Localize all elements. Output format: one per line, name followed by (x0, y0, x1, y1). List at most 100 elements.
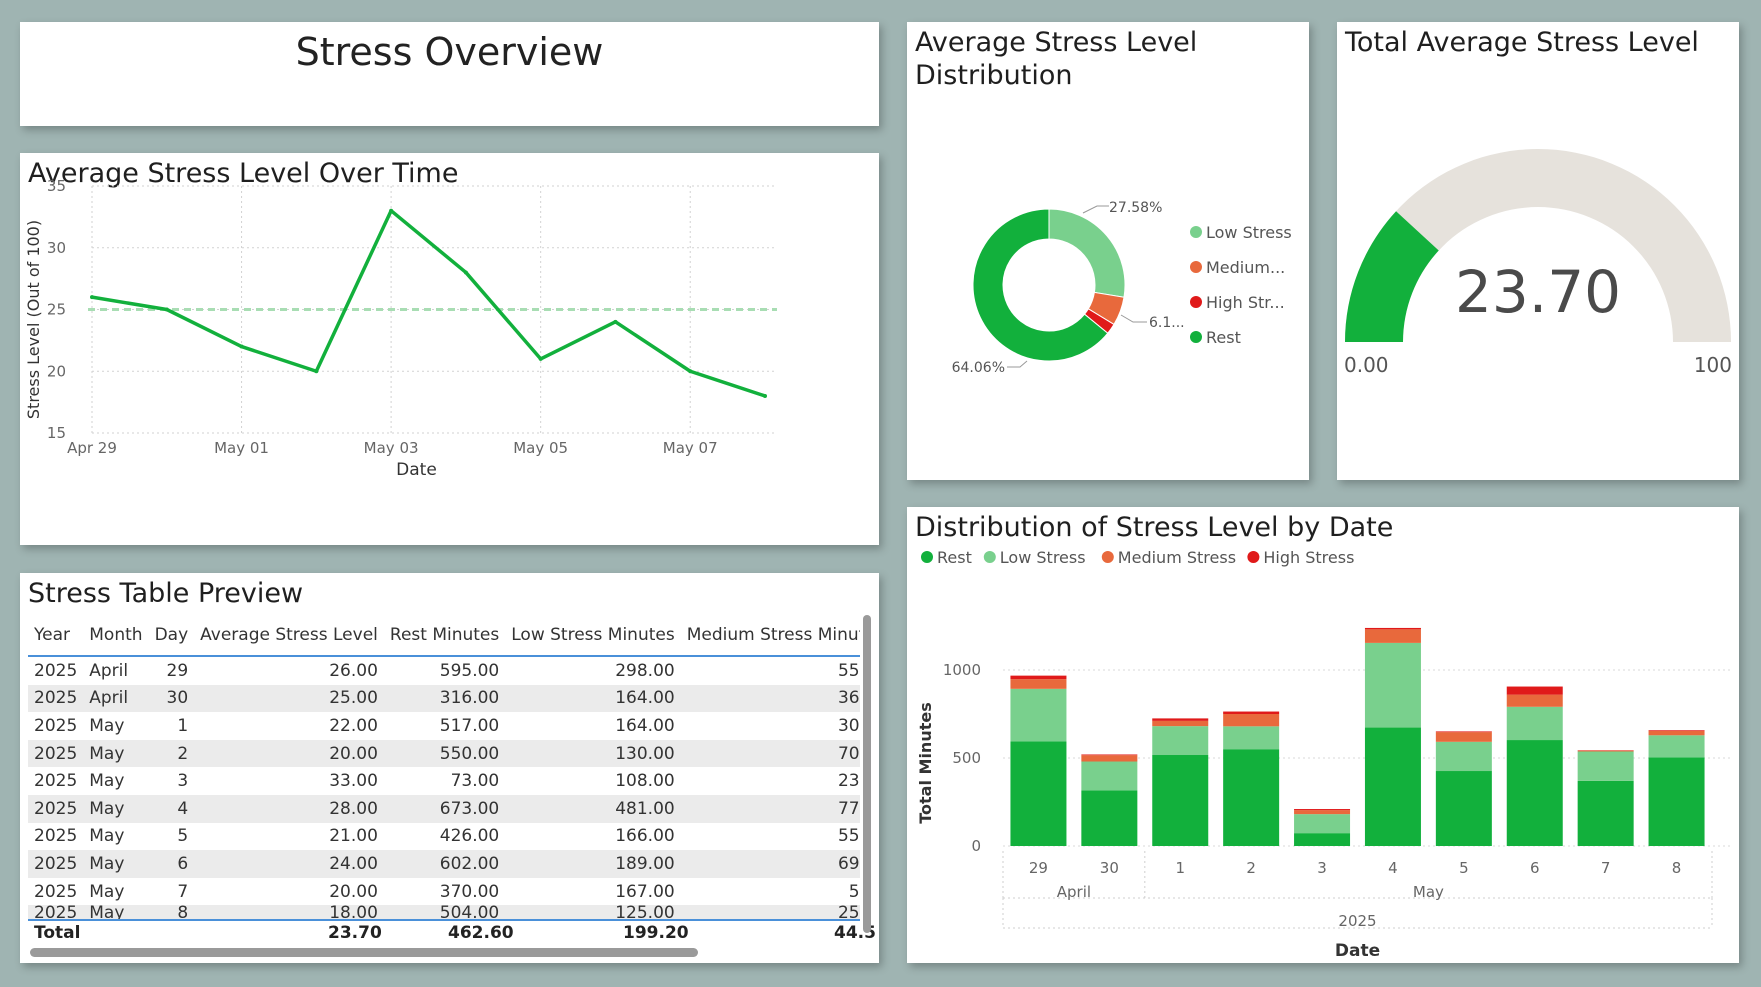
bar-segment[interactable] (1010, 679, 1067, 689)
bar-segment[interactable] (1364, 727, 1421, 846)
donut-legend-label[interactable]: Medium... (1206, 258, 1285, 277)
bar-segment[interactable] (1294, 833, 1351, 846)
bar-segment[interactable] (1010, 741, 1067, 846)
donut-legend-label[interactable]: High Str... (1206, 293, 1285, 312)
table-column-header[interactable]: Year (28, 615, 84, 657)
bar-segment[interactable] (1081, 790, 1138, 846)
bar-x-tick: 8 (1672, 859, 1682, 877)
bar-segment[interactable] (1152, 720, 1209, 727)
table-cell: 189.00 (505, 850, 681, 878)
table-viewport[interactable]: Year Month Day Average Stress Level Rest Min… (28, 615, 860, 935)
donut-slice[interactable] (1048, 208, 1126, 298)
gauge-chart[interactable]: 23.70 0.00 100 (1337, 22, 1739, 480)
bar-legend-marker (1247, 551, 1260, 563)
line-point[interactable] (164, 307, 169, 312)
line-point[interactable] (613, 319, 618, 324)
bar-segment[interactable] (1081, 761, 1138, 791)
bar-legend-label[interactable]: Rest (937, 548, 972, 567)
table-column-header[interactable]: Rest Minutes (383, 615, 506, 657)
table-column-header[interactable]: Month (83, 615, 149, 657)
table-cell: 30 (148, 684, 195, 713)
donut-label-small: 6.1... (1149, 315, 1185, 331)
table-cell: May (83, 905, 149, 922)
line-point[interactable] (239, 344, 244, 349)
table-cell: 108.00 (505, 767, 681, 795)
line-chart[interactable]: 15 20 25 30 35 Apr 29 May 01 May 03 May 05 May 07… (20, 153, 879, 545)
bar-chart[interactable]: Rest Low Stress Medium Stress High Stress 0 5… (907, 507, 1739, 963)
bar-segment[interactable] (1152, 718, 1209, 721)
bar-segment[interactable] (1648, 757, 1705, 846)
line-series-stress[interactable] (91, 208, 766, 398)
bar-segment[interactable] (1648, 735, 1705, 758)
bar-x-tick: 30 (1100, 859, 1119, 877)
bar-segment[interactable] (1223, 711, 1280, 714)
bar-segment[interactable] (1294, 814, 1351, 834)
line-point[interactable] (538, 356, 543, 361)
bar-segment[interactable] (1364, 642, 1421, 728)
table-column-header[interactable]: Day (148, 615, 195, 657)
bar-segment[interactable] (1294, 810, 1351, 815)
bar-segment[interactable] (1081, 755, 1138, 762)
bar-segment[interactable] (1152, 755, 1209, 846)
table-cell: 73.00 (383, 767, 506, 795)
bar-segment[interactable] (1223, 726, 1280, 750)
table-column-header[interactable]: Low Stress Minutes (505, 615, 681, 657)
line-point[interactable] (90, 295, 94, 300)
bar-segment[interactable] (1223, 714, 1280, 727)
donut-slice[interactable] (972, 208, 1109, 362)
table-cell: 517.00 (383, 712, 506, 740)
donut-legend-label[interactable]: Rest (1206, 328, 1241, 347)
vertical-scrollbar[interactable] (863, 615, 871, 933)
bar-segment[interactable] (1577, 751, 1634, 781)
bar-segment[interactable] (1435, 741, 1492, 772)
bar-segment[interactable] (1364, 629, 1421, 643)
bar-segment[interactable] (1577, 780, 1634, 846)
bar-segment[interactable] (1081, 754, 1138, 756)
stress-table[interactable]: Year Month Day Average Stress Level Rest Min… (28, 615, 860, 922)
gauge-card[interactable]: Total Average Stress Level 23.70 0.00 10… (1337, 22, 1739, 480)
donut-chart-card[interactable]: Average Stress Level Distribution 27.58%… (907, 22, 1309, 480)
bar-month-label: April (1057, 883, 1091, 901)
table-card[interactable]: Stress Table Preview Year Month Day Average… (20, 573, 879, 963)
table-header-row: Year Month Day Average Stress Level Rest Min… (28, 615, 860, 657)
bar-segment[interactable] (1506, 740, 1563, 846)
bar-segment[interactable] (1648, 730, 1705, 736)
bar-segment[interactable] (1364, 627, 1421, 630)
bar-segment[interactable] (1435, 771, 1492, 846)
bar-segment[interactable] (1152, 726, 1209, 756)
line-point[interactable] (463, 270, 468, 275)
bar-segment[interactable] (1506, 686, 1563, 695)
bar-segment[interactable] (1435, 731, 1492, 733)
bar-segment[interactable] (1010, 688, 1067, 742)
line-point[interactable] (763, 393, 767, 398)
horizontal-scrollbar[interactable] (30, 948, 698, 957)
table-cell: 25.00 (194, 684, 384, 713)
bar-segment[interactable] (1435, 732, 1492, 742)
table-cell: 2025 (28, 739, 84, 768)
bar-segment[interactable] (1648, 730, 1705, 731)
table-column-header[interactable]: Average Stress Level (194, 615, 384, 657)
table-cell: 20.00 (194, 877, 384, 906)
bar-x-axis-label: Date (1335, 941, 1380, 961)
line-point[interactable] (688, 369, 693, 374)
table-cell: 166.00 (505, 822, 681, 851)
table-column-header[interactable]: Medium Stress Minute (680, 615, 860, 657)
line-chart-card[interactable]: Average Stress Level Over Time 15 20 25 30 3… (20, 153, 879, 545)
donut-legend-label[interactable]: Low Stress (1206, 223, 1292, 242)
bar-legend-label[interactable]: High Stress (1263, 548, 1354, 567)
donut-chart[interactable]: 27.58% 6.1... 64.06% Low Stress Medium... Hig… (907, 22, 1309, 480)
donut-leader (1120, 314, 1147, 323)
bar-chart-card[interactable]: Distribution of Stress Level by Date Res… (907, 507, 1739, 963)
line-point[interactable] (389, 208, 394, 213)
bar-segment[interactable] (1577, 750, 1634, 752)
bar-legend-label[interactable]: Low Stress (1000, 548, 1086, 567)
bar-segment[interactable] (1223, 749, 1280, 846)
bar-segment[interactable] (1506, 694, 1563, 707)
bar-segment[interactable] (1294, 809, 1351, 811)
bar-legend-label[interactable]: Medium Stress (1118, 548, 1236, 567)
line-point[interactable] (314, 369, 319, 374)
bar-segment[interactable] (1010, 675, 1067, 680)
table-cell: May (83, 767, 149, 795)
bar-segment[interactable] (1506, 706, 1563, 741)
